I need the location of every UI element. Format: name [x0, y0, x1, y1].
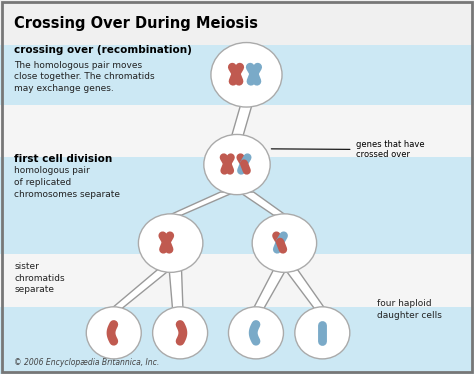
Text: The homologous pair moves
close together. The chromatids
may exchange genes.: The homologous pair moves close together… — [14, 61, 155, 93]
Polygon shape — [169, 192, 235, 215]
Ellipse shape — [204, 134, 270, 194]
Bar — [0, 105, 474, 157]
Text: four haploid
daughter cells: four haploid daughter cells — [377, 299, 442, 320]
Bar — [0, 307, 474, 374]
Bar — [0, 254, 474, 307]
Bar — [0, 0, 474, 105]
Ellipse shape — [228, 307, 283, 359]
Polygon shape — [285, 270, 325, 309]
Ellipse shape — [211, 43, 282, 107]
Polygon shape — [111, 270, 170, 309]
Ellipse shape — [153, 307, 208, 359]
Ellipse shape — [86, 307, 141, 359]
Text: genes that have
crossed over: genes that have crossed over — [271, 140, 424, 159]
Polygon shape — [169, 270, 183, 309]
Ellipse shape — [295, 307, 350, 359]
Text: crossing over (recombination): crossing over (recombination) — [14, 46, 192, 55]
Text: sister
chromatids
separate: sister chromatids separate — [14, 262, 65, 294]
Polygon shape — [231, 104, 252, 137]
Ellipse shape — [138, 214, 203, 272]
Bar — [0, 157, 474, 254]
Polygon shape — [253, 270, 286, 309]
Bar — [0, 0, 474, 45]
Text: first cell division: first cell division — [14, 154, 112, 164]
Ellipse shape — [252, 214, 317, 272]
Text: © 2006 Encyclopædia Britannica, Inc.: © 2006 Encyclopædia Britannica, Inc. — [14, 358, 159, 367]
Text: Crossing Over During Meiosis: Crossing Over During Meiosis — [14, 16, 258, 31]
Polygon shape — [239, 192, 286, 215]
Text: homologous pair
of replicated
chromosomes separate: homologous pair of replicated chromosome… — [14, 166, 120, 199]
